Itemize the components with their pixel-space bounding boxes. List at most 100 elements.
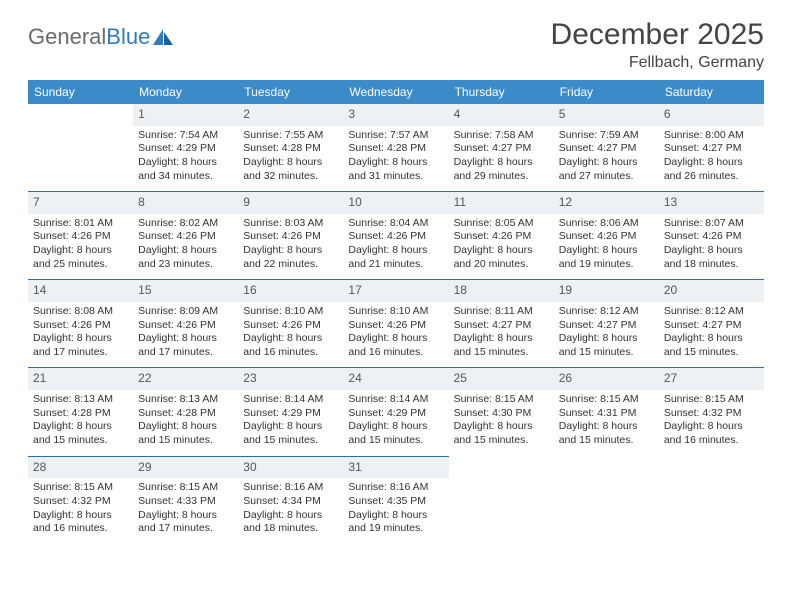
calendar-day-cell: 26Sunrise: 8:15 AMSunset: 4:31 PMDayligh… [554,367,659,455]
sunset-line: Sunset: 4:26 PM [33,319,128,333]
calendar-table: SundayMondayTuesdayWednesdayThursdayFrid… [28,80,764,544]
calendar-day-cell [449,456,554,544]
day-number: 1 [133,104,238,126]
day-number: 22 [133,367,238,390]
sunset-line: Sunset: 4:27 PM [454,142,549,156]
sunrise-line: Sunrise: 8:15 AM [33,481,128,495]
sunrise-line: Sunrise: 8:10 AM [348,305,443,319]
calendar-week-row: 7Sunrise: 8:01 AMSunset: 4:26 PMDaylight… [28,191,764,279]
calendar-location: Fellbach, Germany [551,54,764,72]
calendar-day-cell: 20 Sunrise: 8:12 AMSunset: 4:27 PMDayligh… [659,279,764,367]
calendar-day-cell: 4 Sunrise: 7:58 AMSunset: 4:27 PMDaylight… [449,104,554,191]
sunset-line: Sunset: 4:29 PM [243,407,338,421]
sunset-line: Sunset: 4:26 PM [454,230,549,244]
day-number: 11 [449,191,554,214]
sunset-line: Sunset: 4:28 PM [138,407,233,421]
day-number: 26 [554,367,659,390]
day-data: Sunrise: 8:09 AMSunset: 4:26 PMDaylight:… [137,305,234,360]
calendar-day-cell: 16Sunrise: 8:10 AMSunset: 4:26 PMDayligh… [238,279,343,367]
day-data: Sunrise: 8:15 AMSunset: 4:32 PMDaylight:… [32,481,129,536]
day-number: 6 [659,104,764,126]
sunset-line: Sunset: 4:29 PM [138,142,233,156]
calendar-day-cell [28,104,133,191]
day-number: 18 [449,279,554,302]
sunrise-line: Sunrise: 8:14 AM [348,393,443,407]
calendar-week-row: 21Sunrise: 8:13 AMSunset: 4:28 PMDayligh… [28,367,764,455]
day-number: 20 [659,279,764,302]
calendar-day-cell: 30Sunrise: 8:16 AMSunset: 4:34 PMDayligh… [238,456,343,544]
calendar-day-cell: 9Sunrise: 8:03 AMSunset: 4:26 PMDaylight… [238,191,343,279]
daylight-line: Daylight: 8 hours and 15 minutes. [559,420,654,447]
sunset-line: Sunset: 4:26 PM [348,319,443,333]
day-number: 10 [343,191,448,214]
sunrise-line: Sunrise: 8:15 AM [559,393,654,407]
daylight-line: Daylight: 8 hours and 15 minutes. [559,332,654,359]
day-number: 4 [449,104,554,126]
day-data: Sunrise: 8:10 AMSunset: 4:26 PMDaylight:… [347,305,444,360]
day-number: 28 [28,456,133,479]
sunset-line: Sunset: 4:27 PM [664,142,759,156]
day-number: 21 [28,367,133,390]
sunset-line: Sunset: 4:34 PM [243,495,338,509]
day-data: Sunrise: 8:04 AMSunset: 4:26 PMDaylight:… [347,217,444,272]
calendar-day-cell: 14Sunrise: 8:08 AMSunset: 4:26 PMDayligh… [28,279,133,367]
calendar-day-cell: 7Sunrise: 8:01 AMSunset: 4:26 PMDaylight… [28,191,133,279]
daylight-line: Daylight: 8 hours and 29 minutes. [454,156,549,183]
day-data: Sunrise: 7:57 AMSunset: 4:28 PMDaylight:… [347,129,444,184]
calendar-day-cell: 27Sunrise: 8:15 AMSunset: 4:32 PMDayligh… [659,367,764,455]
title-block: December 2025 Fellbach, Germany [551,18,764,72]
day-data: Sunrise: 8:03 AMSunset: 4:26 PMDaylight:… [242,217,339,272]
sunset-line: Sunset: 4:30 PM [454,407,549,421]
day-data: Sunrise: 8:01 AMSunset: 4:26 PMDaylight:… [32,217,129,272]
day-data: Sunrise: 8:14 AMSunset: 4:29 PMDaylight:… [347,393,444,448]
sunrise-line: Sunrise: 8:02 AM [138,217,233,231]
day-data: Sunrise: 7:59 AMSunset: 4:27 PMDaylight:… [558,129,655,184]
sunset-line: Sunset: 4:27 PM [559,319,654,333]
daylight-line: Daylight: 8 hours and 23 minutes. [138,244,233,271]
daylight-line: Daylight: 8 hours and 15 minutes. [243,420,338,447]
sunrise-line: Sunrise: 7:58 AM [454,129,549,143]
sunrise-line: Sunrise: 8:16 AM [243,481,338,495]
sunrise-line: Sunrise: 8:04 AM [348,217,443,231]
sunset-line: Sunset: 4:28 PM [243,142,338,156]
day-number: 30 [238,456,343,479]
sunrise-line: Sunrise: 8:12 AM [664,305,759,319]
daylight-line: Daylight: 8 hours and 16 minutes. [664,420,759,447]
daylight-line: Daylight: 8 hours and 15 minutes. [664,332,759,359]
sunrise-line: Sunrise: 8:14 AM [243,393,338,407]
sunrise-line: Sunrise: 8:07 AM [664,217,759,231]
sunrise-line: Sunrise: 7:59 AM [559,129,654,143]
daylight-line: Daylight: 8 hours and 16 minutes. [243,332,338,359]
day-data: Sunrise: 8:12 AMSunset: 4:27 PMDaylight:… [663,305,760,360]
sunset-line: Sunset: 4:26 PM [664,230,759,244]
day-data: Sunrise: 8:06 AMSunset: 4:26 PMDaylight:… [558,217,655,272]
brand-logo: GeneralBlue [28,24,174,50]
sunrise-line: Sunrise: 8:00 AM [664,129,759,143]
sunrise-line: Sunrise: 8:01 AM [33,217,128,231]
daylight-line: Daylight: 8 hours and 19 minutes. [348,509,443,536]
calendar-day-cell: 5 Sunrise: 7:59 AMSunset: 4:27 PMDaylight… [554,104,659,191]
daylight-line: Daylight: 8 hours and 16 minutes. [348,332,443,359]
day-number: 23 [238,367,343,390]
sunrise-line: Sunrise: 8:08 AM [33,305,128,319]
calendar-title: December 2025 [551,18,764,52]
header: GeneralBlue December 2025 Fellbach, Germ… [28,18,764,72]
sunrise-line: Sunrise: 8:06 AM [559,217,654,231]
day-number: 5 [554,104,659,126]
day-data: Sunrise: 8:16 AMSunset: 4:34 PMDaylight:… [242,481,339,536]
day-number: 25 [449,367,554,390]
day-number: 27 [659,367,764,390]
calendar-day-cell: 25Sunrise: 8:15 AMSunset: 4:30 PMDayligh… [449,367,554,455]
calendar-head: SundayMondayTuesdayWednesdayThursdayFrid… [28,80,764,104]
sunset-line: Sunset: 4:27 PM [559,142,654,156]
calendar-day-cell: 18Sunrise: 8:11 AMSunset: 4:27 PMDayligh… [449,279,554,367]
day-data: Sunrise: 8:13 AMSunset: 4:28 PMDaylight:… [137,393,234,448]
day-number: 8 [133,191,238,214]
sunset-line: Sunset: 4:28 PM [33,407,128,421]
calendar-day-cell: 29Sunrise: 8:15 AMSunset: 4:33 PMDayligh… [133,456,238,544]
sunset-line: Sunset: 4:27 PM [454,319,549,333]
calendar-day-cell: 15 Sunrise: 8:09 AMSunset: 4:26 PMDayligh… [133,279,238,367]
sunrise-line: Sunrise: 8:16 AM [348,481,443,495]
calendar-day-cell: 21Sunrise: 8:13 AMSunset: 4:28 PMDayligh… [28,367,133,455]
day-number: 15 [133,279,238,302]
